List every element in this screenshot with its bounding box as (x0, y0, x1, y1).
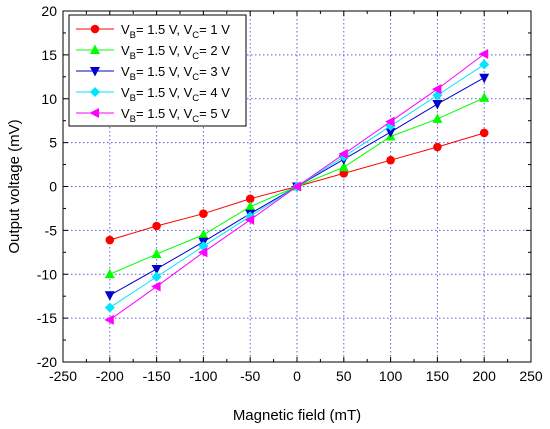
y-tick-label: 0 (49, 179, 57, 195)
data-point (433, 142, 442, 152)
legend-label: VB= 1.5 V, VC= 5 V (121, 106, 230, 125)
y-tick-label: -5 (45, 222, 58, 238)
data-point (151, 248, 162, 259)
legend-text-part: = 1 V (199, 22, 230, 37)
legend-label: VB= 1.5 V, VC= 1 V (121, 22, 230, 41)
y-axis-title: Output voltage (mV) (6, 119, 23, 253)
legend-text-part: = 1.5 V, V (136, 85, 193, 100)
legend-text-part: = 1.5 V, V (136, 64, 193, 79)
legend-subscript: C (192, 30, 199, 41)
axis-ticks (62, 10, 532, 363)
x-tick-label: 150 (426, 368, 450, 384)
y-tick-label: -20 (37, 354, 57, 370)
y-tick-label: 5 (49, 135, 57, 151)
legend-label: VB= 1.5 V, VC= 3 V (121, 64, 230, 83)
y-tick-label: -15 (37, 310, 57, 326)
legend-subscript: B (130, 30, 136, 41)
legend-marker (90, 87, 100, 97)
data-point (104, 302, 115, 313)
legend: VB= 1.5 V, VC= 1 VVB= 1.5 V, VC= 2 VVB= … (68, 14, 247, 127)
legend-text-part: V (121, 106, 130, 121)
x-tick-label: 100 (379, 368, 403, 384)
legend-entry: VB= 1.5 V, VC= 3 V (76, 64, 230, 83)
legend-entry: VB= 1.5 V, VC= 1 V (76, 22, 230, 41)
x-tick-label: -100 (189, 368, 217, 384)
legend-subscript: C (192, 93, 199, 104)
legend-text-part: = 5 V (199, 106, 230, 121)
x-tick-label: -200 (96, 368, 124, 384)
legend-text-part: = 4 V (199, 85, 230, 100)
series-5 (104, 48, 489, 325)
data-point (385, 128, 396, 138)
legend-subscript: C (192, 114, 199, 125)
legend-subscript: B (130, 93, 136, 104)
data-point (104, 291, 115, 301)
legend-marker (90, 44, 100, 54)
legend-text-part: V (121, 85, 130, 100)
legend-text-part: V (121, 64, 130, 79)
data-point (479, 128, 489, 138)
legend-subscript: C (192, 72, 199, 83)
data-point (385, 116, 395, 127)
legend-marker (90, 67, 100, 77)
x-tick-label: 0 (293, 368, 301, 384)
data-point (198, 229, 209, 239)
x-tick-label: 200 (473, 368, 497, 384)
data-point (151, 271, 162, 282)
legend-text-part: = 2 V (199, 43, 230, 58)
data-point (244, 214, 255, 225)
data-point (105, 235, 115, 245)
data-point (152, 221, 161, 231)
legend-text-part: = 1.5 V, V (136, 43, 193, 58)
x-tick-label: 250 (519, 368, 543, 384)
tick-labels: -250 -200 -150 -100 -50 0 50 100 150 200 250-20-15… (37, 3, 543, 384)
legend-subscript: B (130, 51, 136, 62)
data-point (197, 247, 208, 258)
legend-subscript: B (130, 114, 136, 125)
y-tick-label: -10 (37, 266, 57, 282)
data-point (432, 100, 443, 110)
legend-entry: VB= 1.5 V, VC= 4 V (76, 85, 230, 104)
data-point (479, 92, 490, 102)
data-point (338, 161, 349, 172)
x-tick-label: -250 (49, 368, 77, 384)
legend-text-part: = 3 V (199, 64, 230, 79)
y-tick-label: 10 (41, 91, 57, 107)
data-point (151, 281, 161, 292)
data-point (478, 48, 489, 59)
data-point (338, 149, 348, 160)
x-tick-label: -150 (143, 368, 171, 384)
data-point (199, 209, 208, 219)
legend-text-part: V (121, 43, 130, 58)
data-point (104, 314, 114, 325)
legend-subscript: B (130, 72, 136, 83)
data-point (479, 59, 490, 70)
legend-label: VB= 1.5 V, VC= 4 V (121, 85, 230, 104)
legend-label: VB= 1.5 V, VC= 2 V (121, 43, 230, 62)
legend-entry: VB= 1.5 V, VC= 5 V (76, 106, 230, 125)
legend-text-part: = 1.5 V, V (136, 22, 193, 37)
data-point (104, 268, 115, 279)
data-point (386, 155, 395, 165)
legend-subscript: C (192, 51, 199, 62)
y-tick-label: 15 (41, 47, 57, 63)
legend-text-part: V (121, 22, 130, 37)
series-layer (104, 48, 490, 325)
legend-marker (89, 108, 99, 118)
y-tick-label: 20 (41, 3, 57, 19)
data-point (291, 181, 301, 192)
data-point (431, 84, 442, 95)
x-tick-label: -50 (240, 368, 260, 384)
data-point (479, 73, 490, 84)
x-axis-title: Magnetic field (mT) (233, 407, 361, 424)
x-tick-label: 50 (336, 368, 352, 384)
legend-text-part: = 1.5 V, V (136, 106, 193, 121)
legend-marker (90, 24, 100, 34)
data-point (245, 201, 256, 211)
data-point (151, 264, 162, 275)
legend-entry: VB= 1.5 V, VC= 2 V (76, 43, 230, 62)
data-point (432, 113, 443, 123)
data-point (245, 194, 255, 204)
